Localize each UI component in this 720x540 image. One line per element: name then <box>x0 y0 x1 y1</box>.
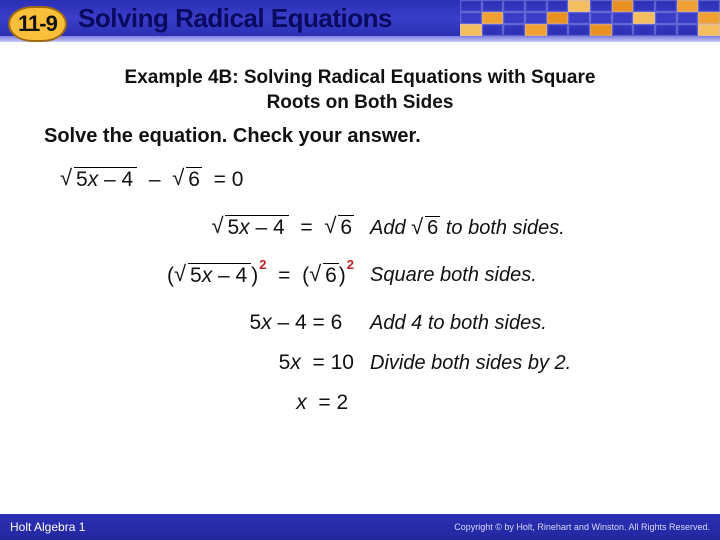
step-0-eq: 5x – 4 – 6 = 0 <box>60 166 370 192</box>
step-3-eq: 5x – 4 = 6 <box>60 311 370 335</box>
step-1-eq: 5x – 4 = 6 <box>60 214 370 240</box>
step-4: 5x = 10 Divide both sides by 2. <box>60 346 692 380</box>
example-heading: Example 4B: Solving Radical Equations wi… <box>28 66 692 115</box>
slide-header: 11-9 Solving Radical Equations <box>0 0 720 48</box>
step-0: 5x – 4 – 6 = 0 <box>60 162 692 196</box>
step-3: 5x – 4 = 6 Add 4 to both sides. <box>60 306 692 340</box>
footer-right: Copyright © by Holt, Rinehart and Winsto… <box>454 522 710 532</box>
step-1: 5x – 4 = 6 Add 6 to both sides. <box>60 210 692 244</box>
step-3-explain: Add 4 to both sides. <box>370 312 692 335</box>
example-heading-line2: Roots on Both Sides <box>267 92 454 113</box>
step-4-eq: 5x = 10 <box>60 351 370 375</box>
slide-content: Example 4B: Solving Radical Equations wi… <box>0 48 720 420</box>
step-2: (5x – 4)2 = (6)2 Square both sides. <box>60 258 692 292</box>
footer-left: Holt Algebra 1 <box>10 520 85 534</box>
header-grid <box>460 0 720 36</box>
step-1-explain-post: to both sides. <box>440 217 565 239</box>
step-1-explain: Add 6 to both sides. <box>370 215 692 240</box>
example-heading-line1: Example 4B: Solving Radical Equations wi… <box>125 67 596 88</box>
slide-title: Solving Radical Equations <box>78 3 392 34</box>
instruction-text: Solve the equation. Check your answer. <box>44 125 692 148</box>
work-area: 5x – 4 – 6 = 0 5x – 4 = 6 Add 6 to both … <box>60 162 692 420</box>
step-2-explain: Square both sides. <box>370 264 692 287</box>
slide-footer: Holt Algebra 1 Copyright © by Holt, Rine… <box>0 514 720 540</box>
step-2-eq: (5x – 4)2 = (6)2 <box>60 262 370 288</box>
step-5: x = 2 <box>60 386 692 420</box>
section-badge: 11-9 <box>8 6 67 42</box>
step-4-explain: Divide both sides by 2. <box>370 352 692 375</box>
header-underline <box>0 36 720 42</box>
step-1-explain-pre: Add <box>370 217 411 239</box>
step-5-eq: x = 2 <box>60 391 370 415</box>
